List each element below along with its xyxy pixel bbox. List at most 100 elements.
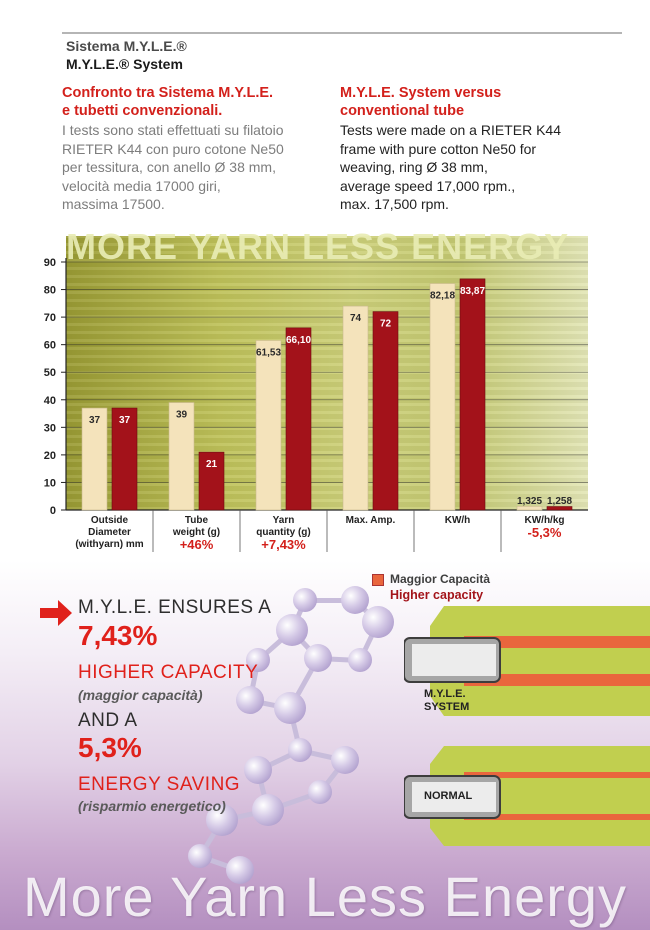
chart-title: MORE YARN LESS ENERGY	[66, 226, 570, 267]
molecule-atom	[348, 648, 372, 672]
molecule-atom	[331, 746, 359, 774]
molecule-atom	[308, 780, 332, 804]
header-title-en: M.Y.L.E.® System	[66, 56, 183, 72]
bar-value-label: 74	[350, 313, 362, 324]
bar-series-1	[429, 283, 456, 511]
y-tick-label: 30	[44, 422, 56, 434]
molecule-atom	[246, 648, 270, 672]
bar-series-1	[342, 305, 369, 511]
x-category-label: Tube weight (g)	[172, 515, 220, 538]
x-category-line: KW/h/kg	[525, 515, 565, 526]
promo-capacity-percent: 7,43%	[78, 620, 158, 651]
promo-section: M.Y.L.E. ENSURES A 7,43% HIGHER CAPACITY…	[0, 560, 650, 930]
molecule-atom	[341, 586, 369, 614]
x-category-note: +7,43%	[261, 537, 306, 552]
normal-tube-label: NORMAL	[424, 790, 473, 802]
bar-value-label: 39	[176, 410, 188, 421]
molecule-atom	[274, 692, 306, 724]
bar-series-2	[198, 451, 225, 511]
molecule-atom	[188, 844, 212, 868]
bar-series-1	[168, 402, 195, 511]
y-tick-label: 90	[44, 257, 56, 269]
legend-swatch	[372, 574, 384, 586]
chart-background	[66, 236, 588, 510]
bar-value-label: 66,10	[286, 335, 311, 346]
x-category-note: -5,3%	[528, 525, 562, 540]
x-category-line: Max. Amp.	[346, 515, 396, 526]
x-category-label: Max. Amp.	[346, 515, 396, 526]
molecule-atom	[252, 794, 284, 826]
y-tick-label: 0	[50, 505, 56, 517]
x-category-line: KW/h	[445, 515, 471, 526]
footer-slogan: More Yarn Less Energy	[22, 865, 628, 928]
molecule-atom	[226, 856, 254, 884]
intro-english-body: Tests were made on a RIETER K44 frame wi…	[340, 122, 561, 212]
y-tick-label: 60	[44, 340, 56, 352]
myle-tube-shape	[404, 606, 650, 716]
x-category-line: Tube	[185, 515, 209, 526]
intro-english: M.Y.L.E. System versus conventional tube…	[340, 84, 610, 214]
legend-label-it: Maggior Capacità	[390, 572, 491, 586]
x-category-line: weight (g)	[172, 527, 220, 538]
bar-series-1	[516, 506, 543, 511]
molecule-atom	[276, 614, 308, 646]
bar-series-1	[255, 340, 282, 511]
promo-energy-percent: 5,3%	[78, 732, 142, 763]
molecule-atom	[206, 804, 238, 836]
x-category-label: Outside Diameter (withyarn) mm	[75, 515, 143, 550]
molecule-bond	[305, 598, 355, 603]
molecule-atom	[304, 644, 332, 672]
x-category-label: Yarn quantity (g)	[256, 515, 310, 538]
molecule-atom	[293, 588, 317, 612]
x-category-label: KW/h	[445, 515, 471, 526]
y-tick-label: 70	[44, 312, 56, 324]
normal-tube-shape	[404, 746, 650, 846]
bar-value-label: 1,325	[517, 496, 542, 507]
bar-value-label: 37	[119, 415, 131, 426]
intro-italian-body: I tests sono stati effettuati su filatoi…	[62, 122, 284, 212]
y-tick-label: 80	[44, 285, 56, 297]
bar-series-2	[285, 327, 312, 511]
y-tick-label: 10	[44, 477, 56, 489]
bar-series-2	[546, 506, 573, 511]
x-category-line: (withyarn) mm	[75, 539, 143, 550]
bar-value-label: 1,258	[547, 496, 572, 507]
x-category-line: Diameter	[88, 527, 131, 538]
header-title-it: Sistema M.Y.L.E.®	[66, 38, 187, 54]
bar-value-label: 37	[89, 415, 101, 426]
y-tick-label: 20	[44, 450, 56, 462]
myle-tube-diagram: M.Y.L.E. SYSTEM	[404, 606, 650, 716]
red-arrow-icon	[40, 600, 72, 626]
molecule-atom	[236, 686, 264, 714]
promo-line-2-italian: (maggior capacità)	[78, 687, 203, 703]
x-category-line: quantity (g)	[256, 527, 310, 538]
bar-series-2	[459, 278, 486, 511]
intro-italian-heading: Confronto tra Sistema M.Y.L.E. e tubetti…	[62, 85, 274, 119]
y-tick-label: 40	[44, 395, 56, 407]
bar-series-2	[372, 311, 399, 511]
x-category-line: Yarn	[273, 515, 295, 526]
molecule-atom	[288, 738, 312, 762]
myle-tube-label: M.Y.L.E. SYSTEM	[424, 688, 470, 713]
intro-english-heading: M.Y.L.E. System versus conventional tube	[340, 85, 502, 119]
x-category-label: KW/h/kg	[525, 515, 565, 526]
promo-line-2: HIGHER CAPACITY	[78, 662, 259, 683]
x-category-note: +46%	[180, 537, 214, 552]
y-tick-label: 50	[44, 367, 56, 379]
bar-value-label: 72	[380, 319, 392, 330]
promo-line-3: AND A	[78, 710, 138, 731]
bar-series-2	[111, 407, 138, 511]
promo-line-1: M.Y.L.E. ENSURES A	[78, 597, 272, 618]
molecule-atom	[362, 606, 394, 638]
bar-series-1	[81, 407, 108, 511]
bar-value-label: 83,87	[460, 286, 485, 297]
x-category-line: Outside	[91, 515, 129, 526]
bar-value-label: 61,53	[256, 347, 281, 358]
bar-chart: MORE YARN LESS ENERGY 0 10 20 30 40 50 60 70 80 9…	[0, 226, 650, 556]
promo-line-4: ENERGY SAVING	[78, 774, 241, 795]
chart-svg: 0 10 20 30 40 50 60 70 80 90 37 37 Outside Diameter (w…	[44, 257, 588, 552]
bar-value-label: 82,18	[430, 291, 455, 302]
bar-value-label: 21	[206, 459, 218, 470]
intro-italian: Confronto tra Sistema M.Y.L.E. e tubetti…	[62, 84, 332, 214]
promo-line-4-italian: (risparmio energetico)	[78, 798, 226, 814]
